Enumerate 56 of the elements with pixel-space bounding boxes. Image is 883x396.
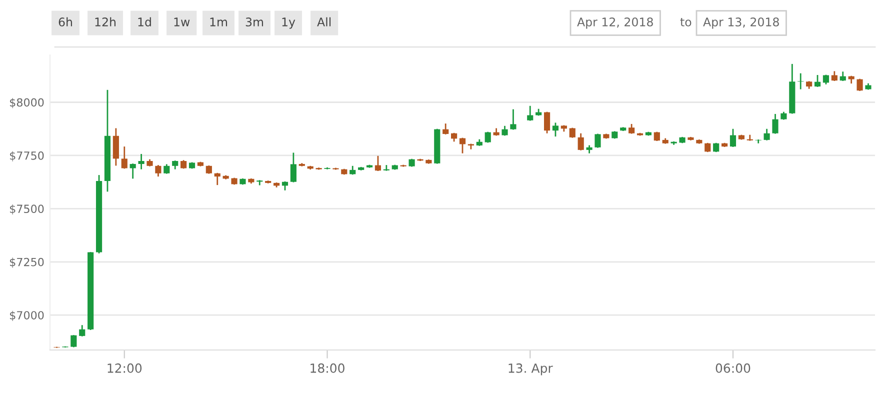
candlestick [502, 125, 508, 136]
y-tick-label: $7000 [10, 310, 44, 321]
candlestick [654, 131, 660, 142]
candlestick [840, 70, 846, 82]
candlestick [164, 163, 170, 174]
candlestick [764, 128, 770, 142]
text: Apr 12, 2018 [577, 17, 653, 29]
text: to [680, 18, 692, 26]
text: 12h [95, 17, 116, 26]
candlestick [755, 138, 762, 144]
y-tick-label: $8000 [10, 98, 44, 108]
candlestick [544, 111, 550, 134]
text: All [317, 17, 331, 26]
text: 3m [246, 17, 264, 26]
text: Apr 13, 2018 [703, 17, 779, 29]
candlestick [713, 142, 720, 153]
candlestick [798, 72, 804, 90]
candlestick [155, 164, 162, 178]
candlestick [814, 74, 821, 88]
x-tick-label: 06:00 [716, 363, 750, 373]
candlestick [442, 122, 449, 136]
text: 1w [174, 18, 190, 26]
candlestick [70, 334, 77, 348]
candlestick [578, 132, 584, 152]
candlestick [772, 113, 778, 134]
candlestick [138, 153, 144, 170]
text: 1y [282, 18, 296, 29]
candlestick [746, 134, 753, 142]
text: 1d [138, 17, 151, 26]
candlestick [628, 123, 635, 134]
candlestick [527, 105, 534, 122]
candlestick [112, 128, 119, 166]
y-tick-label: $7750 [10, 151, 44, 162]
x-tick-label: 12:00 [108, 363, 142, 373]
candlestick [256, 179, 263, 186]
candlestick [383, 164, 390, 172]
candlestick [704, 142, 711, 153]
text: 1m [210, 18, 228, 26]
text: 6h [58, 17, 72, 26]
candlestick [121, 146, 128, 170]
candlestick [214, 172, 220, 186]
candlestick [459, 137, 466, 154]
candlestick [856, 78, 863, 92]
y-tick-label: $7250 [10, 258, 44, 268]
candlestick [552, 122, 559, 138]
x-tick-label: 13. Apr [508, 363, 553, 376]
x-tick-label: 18:00 [310, 363, 344, 373]
candlestick [594, 133, 601, 148]
candlestick [831, 70, 838, 82]
candlestick [79, 324, 86, 338]
candlestick [374, 155, 382, 172]
y-tick-label: $7500 [10, 204, 44, 215]
candlestick [130, 162, 136, 180]
candlestick [290, 152, 296, 183]
candlestick [730, 128, 736, 148]
candlestick [510, 108, 516, 130]
